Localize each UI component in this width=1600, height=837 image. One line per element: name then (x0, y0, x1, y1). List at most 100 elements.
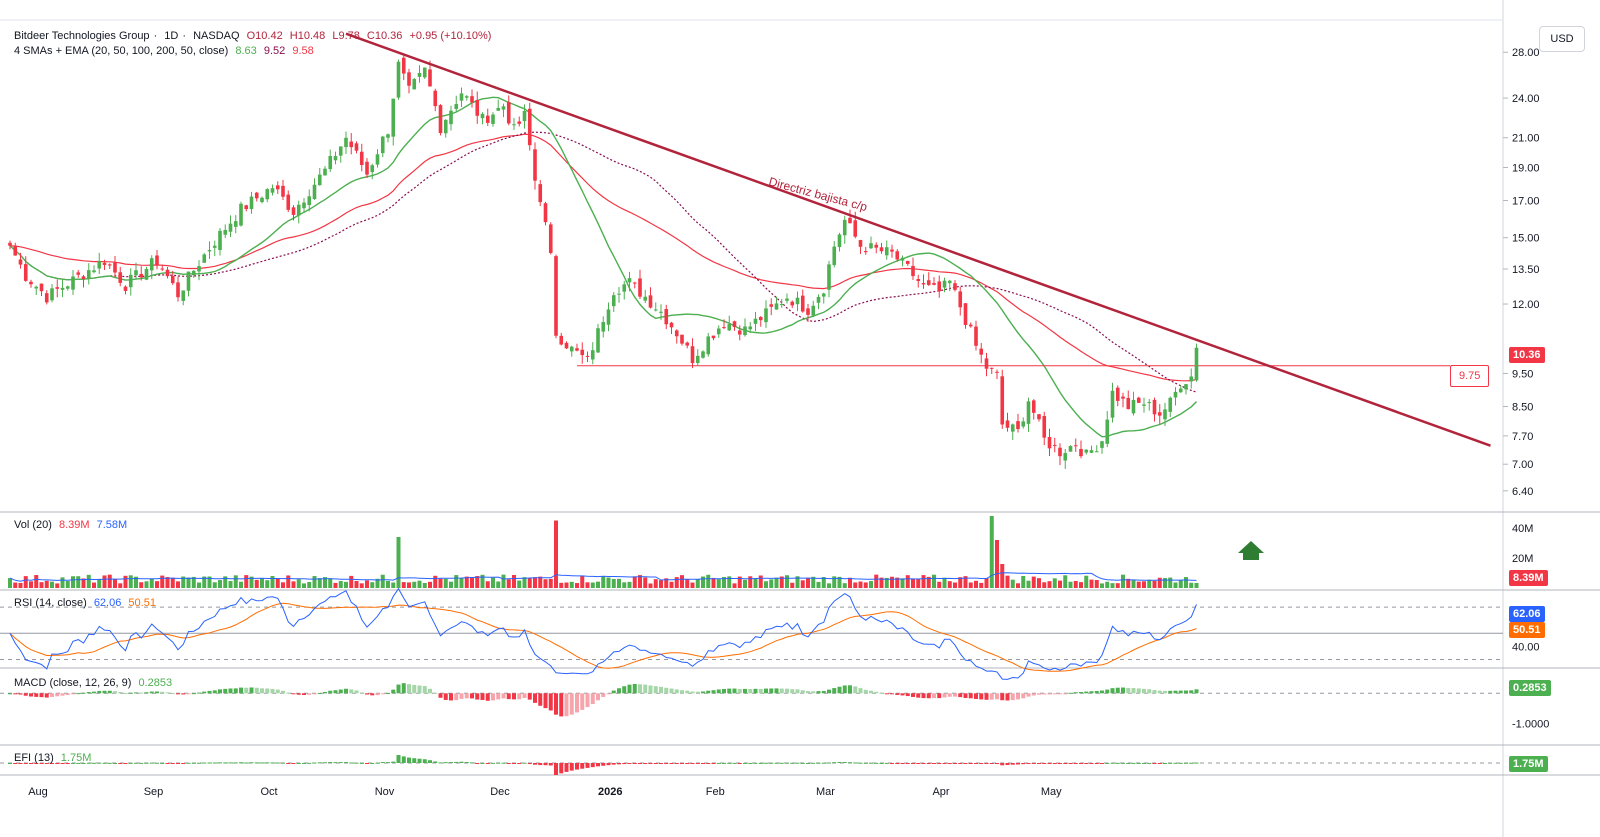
candle-body[interactable] (480, 113, 485, 119)
candle-body[interactable] (512, 124, 516, 126)
candle-body[interactable] (160, 268, 165, 270)
candle-body[interactable] (559, 335, 564, 345)
candle-body[interactable] (737, 330, 742, 335)
candle-body[interactable] (1031, 400, 1036, 413)
candle-body[interactable] (170, 275, 175, 284)
candle-body[interactable] (706, 336, 711, 355)
candle-body[interactable] (176, 282, 180, 298)
candle-body[interactable] (113, 262, 117, 273)
candle-body[interactable] (186, 271, 191, 291)
candle-body[interactable] (1142, 404, 1146, 406)
candle-body[interactable] (449, 110, 453, 125)
candle-body[interactable] (475, 100, 480, 116)
candle-body[interactable] (543, 203, 548, 223)
candle-body[interactable] (333, 156, 338, 161)
candle-body[interactable] (905, 260, 910, 264)
candle-body[interactable] (191, 270, 196, 276)
candle-body[interactable] (674, 330, 679, 337)
candle-body[interactable] (863, 251, 868, 253)
candle-body[interactable] (328, 156, 333, 170)
candle-body[interactable] (254, 192, 259, 199)
candle-body[interactable] (779, 304, 784, 306)
candle-body[interactable] (1089, 450, 1094, 453)
candle-body[interactable] (958, 291, 963, 308)
candle-body[interactable] (680, 334, 684, 344)
candle-body[interactable] (1136, 397, 1141, 403)
candle-body[interactable] (774, 303, 779, 310)
candle-body[interactable] (569, 346, 574, 352)
candle-body[interactable] (937, 281, 942, 292)
candle-body[interactable] (732, 321, 737, 328)
candle-body[interactable] (1026, 401, 1031, 424)
candle-body[interactable] (1105, 419, 1110, 444)
candle-body[interactable] (365, 161, 369, 175)
candle-body[interactable] (764, 308, 768, 323)
candle-body[interactable] (517, 121, 522, 124)
candle-body[interactable] (533, 149, 537, 181)
candle-body[interactable] (50, 288, 54, 301)
candle-body[interactable] (291, 207, 296, 215)
candle-body[interactable] (128, 274, 133, 288)
candle-body[interactable] (501, 106, 506, 110)
candle-body[interactable] (165, 269, 170, 277)
candle-body[interactable] (953, 283, 957, 290)
candle-body[interactable] (564, 342, 569, 349)
candle-body[interactable] (648, 295, 653, 308)
candle-body[interactable] (1121, 396, 1125, 399)
candle-body[interactable] (790, 301, 795, 306)
candle-body[interactable] (606, 309, 611, 325)
candle-body[interactable] (690, 346, 695, 364)
candle-body[interactable] (1073, 445, 1078, 447)
price-axis[interactable]: 28.00 24.00 21.00 19.00 17.00 15.00 13.50 12.00… (1503, 47, 1549, 731)
candle-body[interactable] (722, 327, 726, 329)
candle-body[interactable] (485, 115, 490, 123)
candle-body[interactable] (454, 104, 459, 109)
currency-selector[interactable]: USD (1539, 26, 1585, 52)
candle-body[interactable] (995, 371, 999, 373)
candle-body[interactable] (123, 286, 128, 291)
candle-body[interactable] (895, 251, 900, 260)
candle-body[interactable] (317, 174, 322, 186)
candle-body[interactable] (375, 154, 380, 165)
candle-body[interactable] (422, 67, 427, 78)
candle-body[interactable] (821, 293, 826, 297)
candle-body[interactable] (323, 168, 327, 176)
candle-body[interactable] (391, 98, 396, 137)
candle-body[interactable] (753, 318, 758, 324)
candle-body[interactable] (197, 266, 201, 272)
candle-body[interactable] (134, 270, 138, 276)
candle-body[interactable] (842, 219, 847, 236)
candle-body[interactable] (664, 309, 669, 325)
candle-body[interactable] (932, 283, 936, 285)
candle-body[interactable] (506, 102, 511, 124)
bearish-trendline[interactable] (345, 32, 1491, 447)
candle-body[interactable] (879, 247, 884, 252)
candle-body[interactable] (496, 107, 501, 111)
candle-body[interactable] (1178, 388, 1183, 393)
candle-body[interactable] (758, 316, 763, 321)
candle-body[interactable] (233, 221, 238, 227)
candle-body[interactable] (249, 196, 254, 210)
candle-body[interactable] (575, 348, 579, 351)
candle-body[interactable] (968, 324, 973, 327)
candle-body[interactable] (1063, 453, 1068, 461)
candle-body[interactable] (1079, 448, 1083, 457)
candle-body[interactable] (13, 245, 18, 256)
candle-body[interactable] (548, 224, 553, 253)
candle-body[interactable] (223, 229, 228, 235)
candle-body[interactable] (1010, 424, 1015, 432)
candle-body[interactable] (611, 295, 616, 307)
candle-body[interactable] (76, 272, 81, 275)
candle-body[interactable] (727, 324, 732, 331)
candle-body[interactable] (601, 321, 606, 332)
candle-body[interactable] (29, 281, 33, 285)
candle-body[interactable] (228, 223, 233, 232)
candle-body[interactable] (916, 278, 921, 282)
candle-body[interactable] (281, 185, 285, 197)
candle-body[interactable] (785, 298, 789, 301)
candle-body[interactable] (396, 61, 401, 98)
candle-body[interactable] (1189, 376, 1194, 382)
price-pane[interactable] (8, 32, 1491, 469)
candle-body[interactable] (218, 230, 222, 251)
candle-body[interactable] (1037, 414, 1041, 420)
